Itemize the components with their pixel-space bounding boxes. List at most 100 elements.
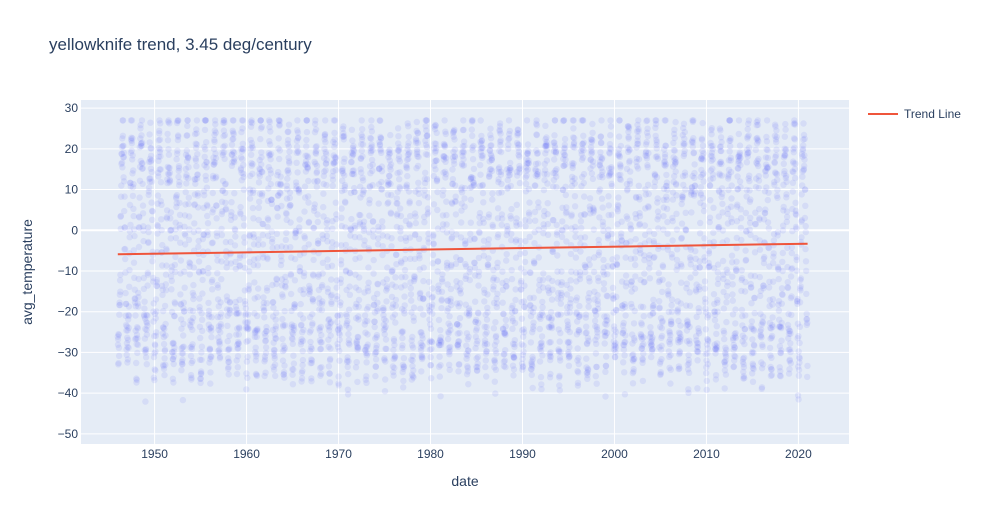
scatter-point — [674, 306, 682, 313]
scatter-point — [230, 129, 237, 136]
scatter-point — [223, 293, 231, 300]
scatter-point — [132, 336, 139, 343]
scatter-point — [229, 127, 236, 134]
scatter-point — [169, 375, 177, 382]
scatter-point — [355, 296, 363, 304]
scatter-point — [726, 117, 734, 124]
scatter-point — [177, 301, 185, 308]
scatter-point — [290, 326, 298, 334]
scatter-point — [257, 117, 264, 124]
scatter-point — [338, 214, 345, 221]
scatter-point — [139, 180, 146, 188]
scatter-point — [143, 326, 150, 333]
scatter-point — [234, 364, 241, 371]
scatter-point — [393, 200, 400, 207]
scatter-point — [417, 339, 424, 347]
scatter-point — [316, 337, 324, 344]
scatter-point — [636, 196, 643, 203]
scatter-point — [779, 249, 786, 257]
scatter-point — [181, 308, 188, 315]
scatter-point — [691, 169, 698, 177]
scatter-point — [442, 171, 450, 178]
scatter-point — [580, 170, 588, 178]
scatter-point — [414, 148, 421, 155]
scatter-point — [245, 285, 252, 292]
scatter-point — [343, 322, 350, 329]
scatter-point — [608, 230, 616, 238]
scatter-point — [244, 326, 251, 333]
scatter-point — [515, 130, 522, 137]
scatter-point — [121, 224, 128, 231]
scatter-point — [315, 295, 323, 302]
scatter-point — [216, 341, 223, 348]
scatter-point — [224, 297, 231, 304]
scatter-point — [309, 298, 317, 305]
scatter-point — [543, 171, 551, 178]
scatter-point — [425, 230, 432, 237]
scatter-point — [387, 209, 394, 216]
scatter-point — [226, 298, 234, 306]
scatter-point — [255, 204, 262, 211]
scatter-point — [149, 216, 156, 223]
scatter-point — [186, 260, 194, 267]
scatter-point — [184, 117, 191, 124]
scatter-point — [122, 322, 130, 329]
scatter-point — [336, 324, 344, 332]
scatter-point — [383, 298, 390, 305]
scatter-point — [254, 262, 262, 269]
scatter-point — [134, 300, 141, 307]
y-tick-label: −30 — [58, 345, 79, 359]
scatter-point — [150, 300, 157, 307]
scatter-point — [516, 179, 524, 187]
scatter-point — [362, 349, 370, 357]
scatter-point — [258, 168, 265, 175]
scatter-point — [367, 134, 374, 142]
scatter-point — [202, 117, 209, 124]
scatter-point — [384, 200, 391, 207]
scatter-point — [285, 143, 292, 150]
scatter-point — [309, 271, 317, 278]
scatter-point — [291, 301, 298, 308]
scatter-point — [544, 200, 551, 207]
scatter-point — [769, 296, 777, 303]
scatter-point — [476, 213, 483, 221]
scatter-point — [764, 219, 772, 226]
scatter-point — [779, 258, 786, 266]
scatter-point — [371, 309, 379, 316]
scatter-point — [192, 176, 199, 183]
scatter-point — [334, 312, 341, 319]
scatter-point — [485, 255, 492, 262]
scatter-point — [414, 139, 421, 147]
scatter-point — [444, 281, 451, 288]
scatter-point — [211, 117, 219, 124]
scatter-point — [719, 227, 727, 234]
scatter-point — [166, 176, 173, 183]
scatter-point — [321, 168, 328, 175]
scatter-point — [565, 362, 573, 369]
scatter-point — [290, 366, 297, 373]
scatter-point — [340, 129, 347, 137]
scatter-point — [122, 300, 130, 308]
scatter-point — [167, 273, 175, 280]
scatter-point — [444, 335, 452, 343]
legend[interactable]: Trend Line — [868, 107, 961, 121]
scatter-point — [245, 268, 253, 275]
scatter-point — [478, 132, 485, 140]
scatter-point — [211, 127, 218, 134]
scatter-point — [285, 169, 292, 177]
scatter-point — [116, 301, 124, 309]
scatter-point — [242, 312, 249, 319]
scatter-point — [641, 270, 648, 277]
scatter-point — [292, 229, 300, 237]
scatter-point — [205, 264, 212, 272]
scatter-point — [488, 142, 495, 149]
scatter-point — [553, 166, 560, 173]
scatter-point — [447, 326, 454, 334]
scatter-point — [480, 219, 487, 226]
scatter-point — [575, 369, 582, 376]
scatter-point — [472, 344, 479, 352]
scatter-point — [317, 323, 324, 331]
scatter-point — [140, 227, 147, 234]
scatter-point — [261, 330, 268, 337]
scatter-point — [557, 357, 564, 364]
